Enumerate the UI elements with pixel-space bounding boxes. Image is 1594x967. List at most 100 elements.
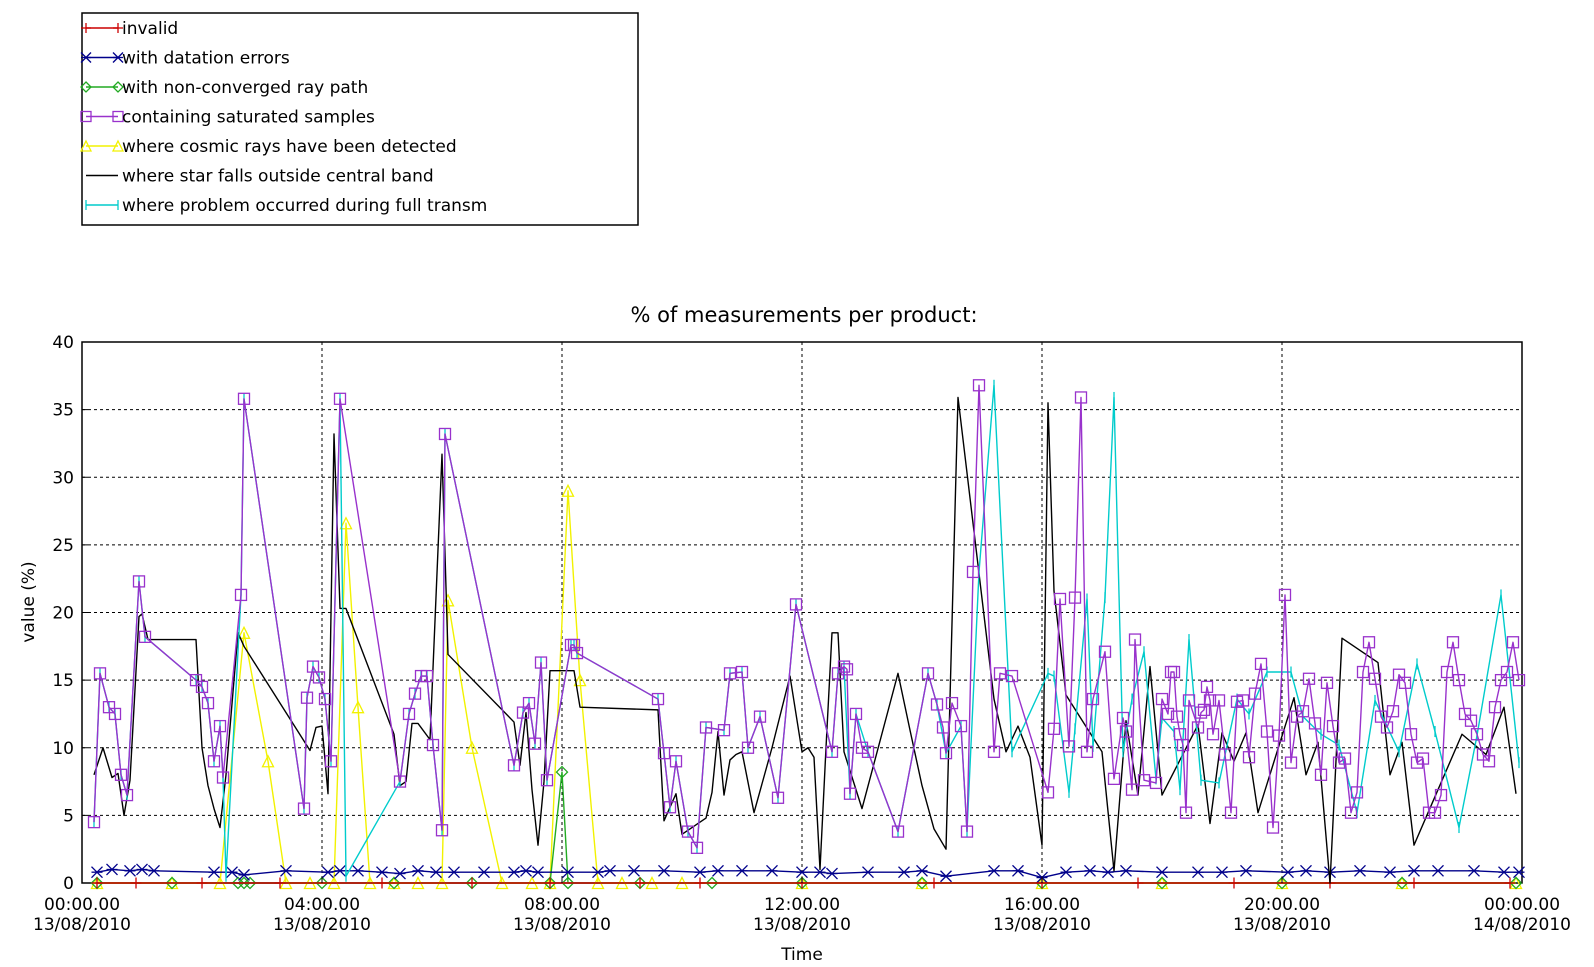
data-point — [849, 707, 863, 721]
data-point — [1434, 788, 1448, 802]
data-point — [1084, 864, 1096, 877]
data-point — [1062, 740, 1076, 753]
legend-entry: where star falls outside central band — [86, 167, 434, 187]
x-tick-date-label: 13/08/2010 — [1233, 915, 1331, 935]
data-point — [1086, 692, 1100, 706]
y-tick-label: 35 — [52, 401, 74, 421]
data-point — [1350, 786, 1364, 799]
data-point — [1116, 711, 1130, 725]
data-point — [1386, 705, 1400, 718]
data-point — [735, 665, 749, 679]
data-point — [1128, 633, 1142, 646]
data-point — [408, 687, 422, 700]
data-point — [1080, 745, 1094, 758]
data-point — [1167, 665, 1181, 679]
legend-marker — [113, 23, 123, 33]
x-axis-label: Time — [780, 945, 823, 965]
y-tick-label: 20 — [52, 604, 74, 624]
data-point — [430, 866, 442, 879]
data-point — [130, 877, 142, 889]
x-tick-time-label: 20:00.00 — [1244, 895, 1320, 915]
data-point — [1203, 694, 1217, 707]
data-point — [988, 864, 1000, 877]
data-point — [1300, 864, 1312, 877]
data-point — [120, 788, 134, 802]
data-point — [352, 864, 364, 877]
data-point — [448, 866, 460, 879]
data-point — [1500, 665, 1514, 679]
data-point — [1182, 694, 1196, 707]
x-tick-date-label: 14/08/2010 — [1473, 915, 1571, 935]
y-tick-label: 5 — [63, 806, 74, 826]
data-point — [1464, 714, 1478, 727]
data-point — [604, 864, 616, 877]
data-point — [939, 747, 953, 760]
data-point — [1224, 806, 1238, 819]
chart-title: % of measurements per product: — [630, 303, 977, 327]
data-point — [261, 754, 275, 768]
legend-marker — [81, 23, 91, 33]
data-point — [243, 876, 257, 890]
legend-marker — [112, 81, 124, 93]
data-point — [426, 738, 440, 752]
y-tick-label: 40 — [52, 333, 74, 353]
x-tick-time-label: 00:00.00 — [1484, 895, 1560, 915]
y-ticks: 0 5 10 15 20 25 30 35 40 — [52, 333, 88, 894]
data-point — [840, 663, 854, 676]
data-point — [712, 864, 724, 877]
data-point — [1068, 591, 1082, 604]
data-point — [1398, 676, 1412, 689]
data-point — [106, 863, 118, 876]
data-point — [315, 876, 329, 890]
data-point — [681, 825, 695, 838]
legend-label: with datation errors — [122, 49, 290, 69]
data-point — [376, 866, 388, 879]
data-point — [87, 815, 101, 829]
data-point — [435, 824, 449, 837]
legend-marker — [79, 139, 93, 152]
data-point — [1212, 694, 1226, 707]
data-point — [280, 864, 292, 877]
data-point — [213, 719, 227, 733]
legend-label: where cosmic rays have been detected — [122, 137, 457, 157]
data-point — [753, 710, 767, 723]
data-point — [148, 864, 160, 877]
data-point — [993, 667, 1007, 680]
x-ticks: 00:00.0013/08/201004:00.0013/08/201008:0… — [33, 877, 1571, 935]
data-point — [274, 877, 286, 889]
data-point — [1368, 672, 1382, 685]
data-point — [1240, 864, 1252, 877]
data-point — [898, 866, 910, 879]
data-point — [987, 745, 1001, 758]
data-point — [1248, 687, 1262, 700]
data-point — [814, 866, 826, 879]
data-point — [207, 755, 221, 768]
data-point — [966, 565, 980, 579]
data-point — [916, 864, 928, 877]
legend-marker — [80, 52, 92, 63]
data-point — [1320, 676, 1334, 689]
data-point — [561, 483, 575, 497]
data-point — [387, 876, 401, 890]
data-point — [1509, 876, 1523, 890]
legend-marker — [80, 81, 92, 93]
x-tick-date-label: 13/08/2010 — [273, 915, 371, 935]
data-point — [522, 696, 536, 710]
data-point — [226, 866, 238, 879]
legend-entry: containing saturated samples — [80, 108, 375, 128]
data-point — [573, 673, 587, 687]
data-point — [1338, 752, 1352, 765]
data-point — [351, 700, 365, 714]
data-point — [238, 868, 250, 881]
data-point — [561, 876, 575, 890]
data-point — [1192, 866, 1204, 879]
data-point — [1446, 636, 1460, 649]
data-point — [1468, 864, 1480, 877]
data-point — [669, 755, 683, 768]
data-point — [412, 864, 424, 877]
data-point — [1074, 391, 1088, 404]
data-point — [1380, 721, 1394, 734]
data-point — [420, 669, 434, 683]
data-point — [297, 802, 311, 815]
